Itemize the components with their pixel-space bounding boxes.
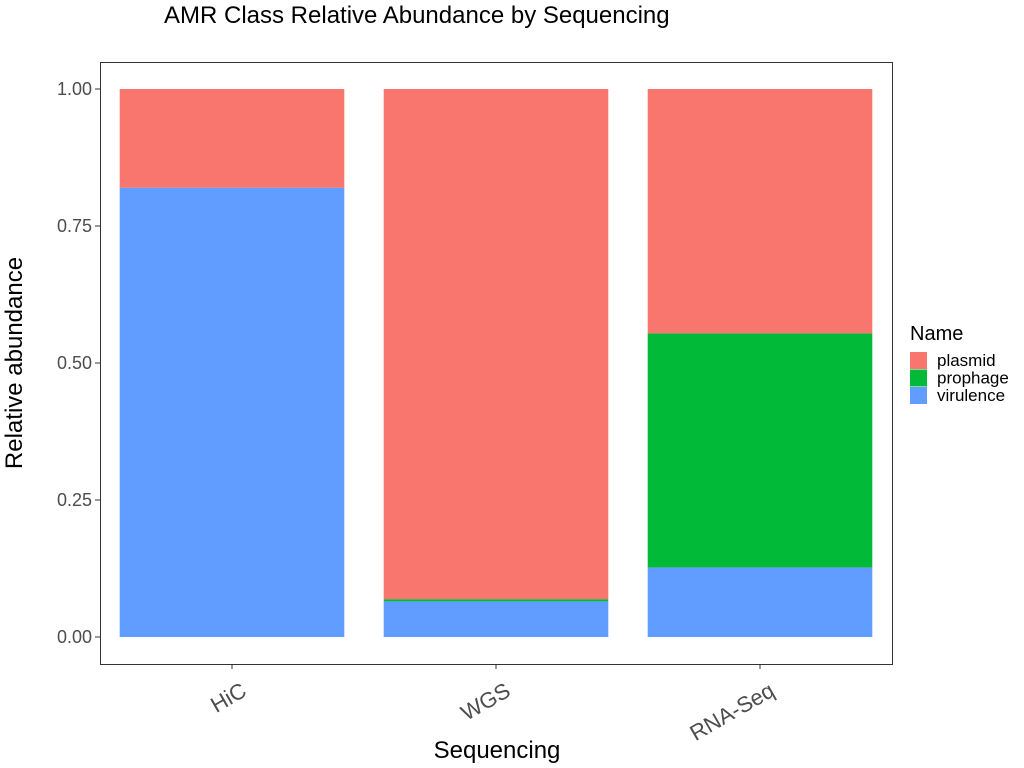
x-axis: HiC WGS RNA-Seq [206,664,779,746]
legend-swatch-plasmid [910,352,927,369]
legend-label-plasmid: plasmid [937,351,996,370]
chart-title: AMR Class Relative Abundance by Sequenci… [164,2,670,29]
bar-prophage-rna-seq [647,333,873,568]
bar-plasmid-hic [119,89,345,188]
bar-prophage-wgs [383,599,609,602]
legend-label-prophage: prophage [937,369,1009,388]
legend-swatch-prophage [910,369,927,387]
y-tick-label: 1.00 [57,79,92,99]
y-tick-label: 0.50 [57,353,92,373]
x-tick-label: RNA-Seq [686,678,779,746]
bar-plasmid-wgs [383,89,609,600]
legend-label-virulence: virulence [937,386,1005,405]
y-axis: 0.00 0.25 0.50 0.75 1.00 [57,79,100,647]
bar-virulence-hic [119,187,345,637]
y-tick-label: 0.75 [57,216,92,236]
bar-virulence-wgs [383,601,609,637]
legend-swatch-virulence [910,387,927,404]
x-tick-label: WGS [456,678,514,726]
bar-virulence-rna-seq [647,567,873,637]
x-axis-title: Sequencing [434,737,561,764]
bars-layer [119,89,873,637]
legend-title: Name [910,323,963,345]
y-tick-label: 0.00 [57,627,92,647]
bar-plasmid-rna-seq [647,89,873,334]
y-tick-label: 0.25 [57,490,92,510]
y-axis-title: Relative abundance [1,257,28,469]
x-tick-label: HiC [206,677,250,717]
